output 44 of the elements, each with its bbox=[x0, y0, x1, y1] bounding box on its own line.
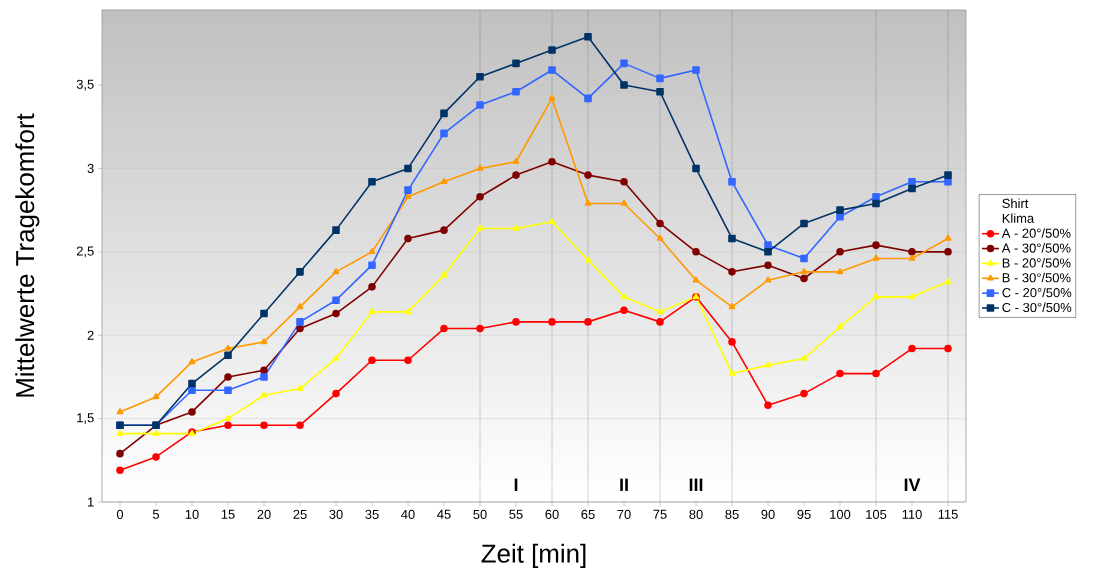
x-axis-title: Zeit [min] bbox=[481, 543, 586, 568]
x-tick-label: 35 bbox=[365, 509, 379, 519]
x-tick-label: 115 bbox=[938, 509, 958, 519]
y-tick-label: 3,5 bbox=[76, 79, 94, 91]
x-tick-label: 100 bbox=[830, 509, 851, 519]
x-tick-label: 15 bbox=[221, 509, 235, 519]
y-tick-label: 1,5 bbox=[77, 413, 94, 424]
x-tick-label: 90 bbox=[761, 509, 775, 519]
x-tick-label: 70 bbox=[617, 509, 631, 519]
text: Klima bbox=[1002, 213, 1035, 223]
legend-label: C - 20°/50% bbox=[1002, 287, 1072, 298]
x-tick-label: 45 bbox=[437, 509, 451, 519]
x-tick-label: 10 bbox=[185, 509, 199, 519]
x-tick-label: 65 bbox=[581, 509, 595, 519]
annotation: I bbox=[514, 478, 518, 491]
legend-label: A - 30°/50% bbox=[1001, 243, 1071, 253]
y-tick-label: 1 bbox=[88, 497, 94, 507]
y-axis-title: Mittelwerte Tragekomfort bbox=[15, 113, 40, 397]
x-tick-label: 5 bbox=[152, 509, 160, 519]
legend-title: Shirt bbox=[1002, 198, 1029, 209]
legend-label: C - 30°/50% bbox=[1002, 302, 1072, 313]
x-tick-label: 25 bbox=[293, 509, 307, 519]
legend-label: B - 20°/50% bbox=[1002, 257, 1071, 268]
x-tick-label: 110 bbox=[902, 509, 922, 519]
x-tick-label: 50 bbox=[473, 509, 487, 519]
x-tick-label: 55 bbox=[509, 509, 523, 519]
x-tick-label: 85 bbox=[725, 509, 739, 519]
x-tick-label: 80 bbox=[689, 509, 703, 519]
annotation: II bbox=[620, 478, 628, 491]
legend-label: A - 20°/50% bbox=[1001, 228, 1071, 238]
x-tick-label: 30 bbox=[329, 509, 343, 519]
annotation: IV bbox=[904, 478, 921, 491]
x-tick-label: 105 bbox=[866, 509, 887, 519]
x-tick-label: 60 bbox=[545, 509, 559, 519]
x-tick-label: 0 bbox=[116, 509, 124, 519]
y-tick-label: 2 bbox=[87, 330, 94, 340]
legend-label: B - 30°/50% bbox=[1002, 272, 1071, 283]
x-tick-label: 20 bbox=[257, 509, 271, 519]
y-tick-label: 2,5 bbox=[76, 246, 94, 258]
x-tick-label: 75 bbox=[653, 509, 667, 519]
y-tick-label: 3 bbox=[87, 163, 94, 174]
annotation: III bbox=[689, 478, 703, 491]
x-tick-label: 40 bbox=[401, 509, 415, 519]
x-tick-label: 95 bbox=[797, 509, 811, 519]
